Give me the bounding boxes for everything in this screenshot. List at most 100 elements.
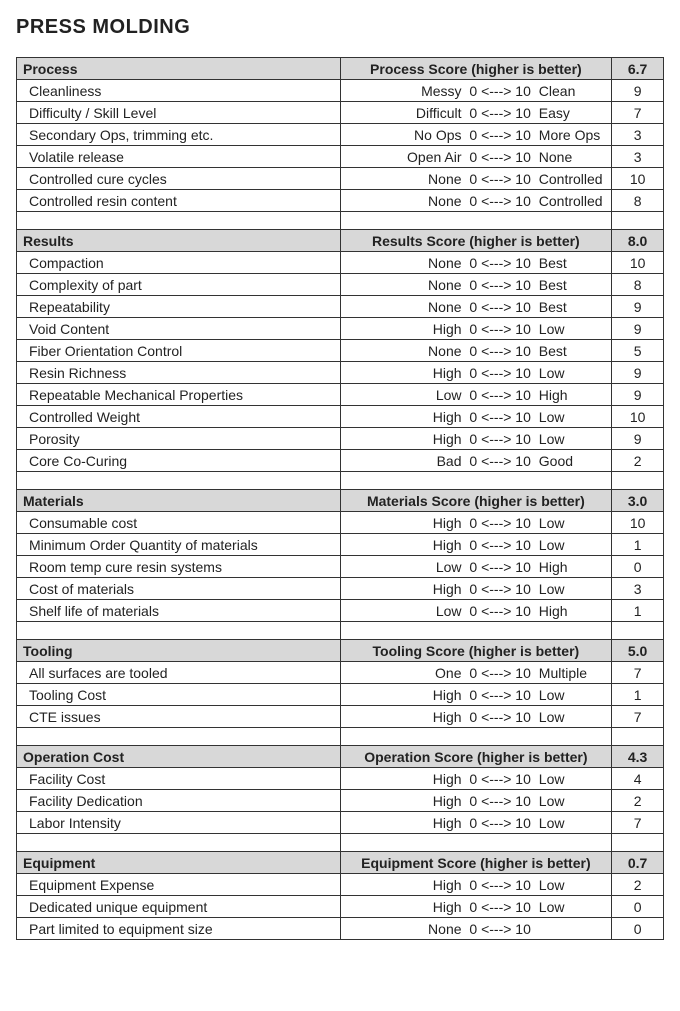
- row-label: Facility Dedication: [17, 790, 341, 812]
- row-value: 3: [612, 578, 664, 600]
- row-scale: High 0 <---> 10 Low: [340, 790, 612, 812]
- row-value: 3: [612, 124, 664, 146]
- row-scale: High 0 <---> 10 Low: [340, 896, 612, 918]
- score-value: 5.0: [612, 640, 664, 662]
- section-name: Equipment: [17, 852, 341, 874]
- table-row: CTE issuesHigh 0 <---> 10 Low7: [17, 706, 664, 728]
- table-row: Difficulty / Skill LevelDifficult 0 <---…: [17, 102, 664, 124]
- row-label: Controlled resin content: [17, 190, 341, 212]
- row-label: All surfaces are tooled: [17, 662, 341, 684]
- row-value: 8: [612, 190, 664, 212]
- row-scale: High 0 <---> 10 Low: [340, 318, 612, 340]
- section-header: EquipmentEquipment Score (higher is bett…: [17, 852, 664, 874]
- row-value: 7: [612, 812, 664, 834]
- row-label: Core Co-Curing: [17, 450, 341, 472]
- row-label: Complexity of part: [17, 274, 341, 296]
- row-value: 3: [612, 146, 664, 168]
- row-scale: High 0 <---> 10 Low: [340, 534, 612, 556]
- row-value: 10: [612, 252, 664, 274]
- row-scale: None 0 <---> 10 Controlled: [340, 168, 612, 190]
- row-value: 9: [612, 384, 664, 406]
- table-row: Cost of materialsHigh 0 <---> 10 Low3: [17, 578, 664, 600]
- section-gap: [17, 622, 664, 640]
- row-value: 4: [612, 768, 664, 790]
- row-label: Shelf life of materials: [17, 600, 341, 622]
- score-label: Operation Score (higher is better): [340, 746, 612, 768]
- section-header: ResultsResults Score (higher is better)8…: [17, 230, 664, 252]
- score-label: Materials Score (higher is better): [340, 490, 612, 512]
- score-value: 8.0: [612, 230, 664, 252]
- row-value: 9: [612, 80, 664, 102]
- row-scale: None 0 <---> 10 Controlled: [340, 190, 612, 212]
- table-row: Room temp cure resin systemsLow 0 <---> …: [17, 556, 664, 578]
- table-row: Secondary Ops, trimming etc.No Ops 0 <--…: [17, 124, 664, 146]
- row-value: 9: [612, 362, 664, 384]
- table-row: All surfaces are tooledOne 0 <---> 10 Mu…: [17, 662, 664, 684]
- row-label: Labor Intensity: [17, 812, 341, 834]
- page-title: PRESS MOLDING: [16, 16, 664, 39]
- score-value: 4.3: [612, 746, 664, 768]
- table-row: Consumable costHigh 0 <---> 10 Low10: [17, 512, 664, 534]
- table-row: Tooling CostHigh 0 <---> 10 Low1: [17, 684, 664, 706]
- row-value: 2: [612, 874, 664, 896]
- row-value: 2: [612, 790, 664, 812]
- table-row: PorosityHigh 0 <---> 10 Low9: [17, 428, 664, 450]
- row-scale: High 0 <---> 10 Low: [340, 578, 612, 600]
- row-scale: High 0 <---> 10 Low: [340, 362, 612, 384]
- table-row: Void ContentHigh 0 <---> 10 Low9: [17, 318, 664, 340]
- score-value: 3.0: [612, 490, 664, 512]
- table-row: Facility DedicationHigh 0 <---> 10 Low2: [17, 790, 664, 812]
- row-scale: High 0 <---> 10 Low: [340, 768, 612, 790]
- table-row: Controlled resin contentNone 0 <---> 10 …: [17, 190, 664, 212]
- table-row: Repeatable Mechanical PropertiesLow 0 <-…: [17, 384, 664, 406]
- table-row: Equipment ExpenseHigh 0 <---> 10 Low2: [17, 874, 664, 896]
- row-label: Consumable cost: [17, 512, 341, 534]
- section-header: ToolingTooling Score (higher is better)5…: [17, 640, 664, 662]
- table-row: CleanlinessMessy 0 <---> 10 Clean9: [17, 80, 664, 102]
- row-label: Porosity: [17, 428, 341, 450]
- row-label: Repeatable Mechanical Properties: [17, 384, 341, 406]
- row-scale: None 0 <---> 10: [340, 918, 612, 940]
- row-label: Minimum Order Quantity of materials: [17, 534, 341, 556]
- row-label: Cost of materials: [17, 578, 341, 600]
- table-row: Controlled WeightHigh 0 <---> 10 Low10: [17, 406, 664, 428]
- row-scale: None 0 <---> 10 Best: [340, 296, 612, 318]
- row-label: Room temp cure resin systems: [17, 556, 341, 578]
- row-label: Void Content: [17, 318, 341, 340]
- table-row: Resin RichnessHigh 0 <---> 10 Low9: [17, 362, 664, 384]
- row-scale: Bad 0 <---> 10 Good: [340, 450, 612, 472]
- row-value: 10: [612, 512, 664, 534]
- section-name: Results: [17, 230, 341, 252]
- row-label: Controlled cure cycles: [17, 168, 341, 190]
- row-value: 8: [612, 274, 664, 296]
- row-value: 2: [612, 450, 664, 472]
- row-value: 10: [612, 406, 664, 428]
- section-gap: [17, 472, 664, 490]
- row-scale: None 0 <---> 10 Best: [340, 340, 612, 362]
- row-value: 9: [612, 318, 664, 340]
- row-scale: None 0 <---> 10 Best: [340, 252, 612, 274]
- section-name: Process: [17, 58, 341, 80]
- row-label: Dedicated unique equipment: [17, 896, 341, 918]
- row-scale: High 0 <---> 10 Low: [340, 706, 612, 728]
- row-label: Cleanliness: [17, 80, 341, 102]
- row-value: 0: [612, 556, 664, 578]
- score-value: 0.7: [612, 852, 664, 874]
- table-row: Labor IntensityHigh 0 <---> 10 Low7: [17, 812, 664, 834]
- row-scale: Low 0 <---> 10 High: [340, 384, 612, 406]
- score-value: 6.7: [612, 58, 664, 80]
- table-row: Controlled cure cyclesNone 0 <---> 10 Co…: [17, 168, 664, 190]
- row-label: Fiber Orientation Control: [17, 340, 341, 362]
- score-label: Process Score (higher is better): [340, 58, 612, 80]
- section-name: Materials: [17, 490, 341, 512]
- score-label: Tooling Score (higher is better): [340, 640, 612, 662]
- row-label: Secondary Ops, trimming etc.: [17, 124, 341, 146]
- section-gap: [17, 834, 664, 852]
- row-label: Repeatability: [17, 296, 341, 318]
- row-label: Difficulty / Skill Level: [17, 102, 341, 124]
- row-scale: Difficult 0 <---> 10 Easy: [340, 102, 612, 124]
- row-label: Equipment Expense: [17, 874, 341, 896]
- table-row: Complexity of partNone 0 <---> 10 Best8: [17, 274, 664, 296]
- section-name: Operation Cost: [17, 746, 341, 768]
- row-scale: Low 0 <---> 10 High: [340, 556, 612, 578]
